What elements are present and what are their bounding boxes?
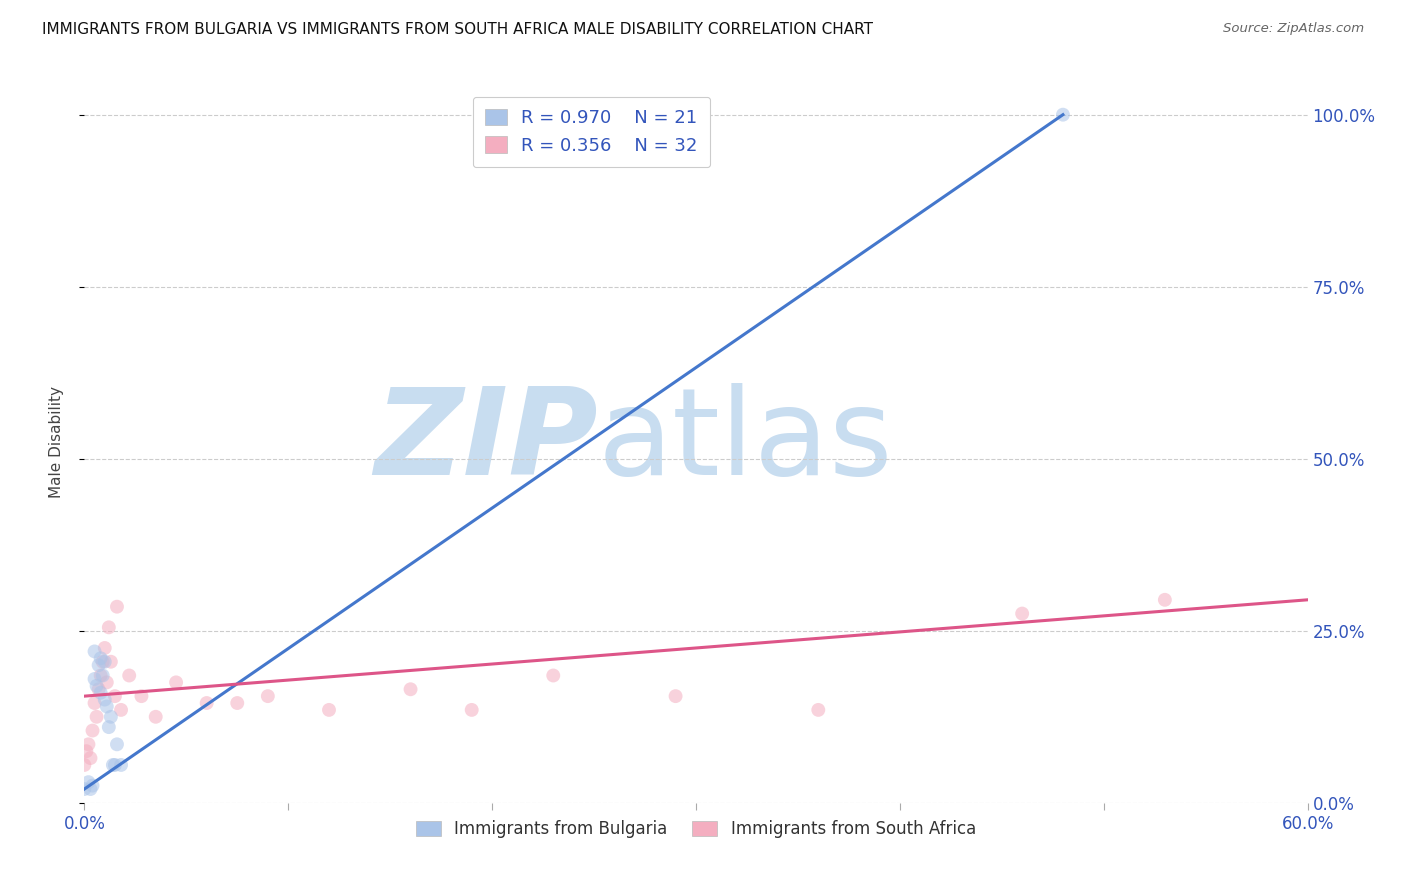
Point xyxy=(104,689,127,703)
Point xyxy=(90,651,112,665)
Point xyxy=(90,668,112,682)
Point xyxy=(100,710,122,724)
Point xyxy=(77,737,100,751)
Point xyxy=(145,710,167,724)
Point xyxy=(105,737,128,751)
Point xyxy=(79,751,101,765)
Point xyxy=(83,672,105,686)
Point xyxy=(807,703,830,717)
Point xyxy=(96,699,118,714)
Point xyxy=(86,710,108,724)
Point xyxy=(87,682,110,697)
Point xyxy=(91,668,114,682)
Point xyxy=(101,758,124,772)
Point xyxy=(165,675,187,690)
Point xyxy=(93,692,115,706)
Point xyxy=(77,775,100,789)
Point xyxy=(73,758,96,772)
Text: ZIP: ZIP xyxy=(374,383,598,500)
Point xyxy=(96,675,118,690)
Point xyxy=(226,696,249,710)
Point xyxy=(1052,108,1074,122)
Point xyxy=(100,655,122,669)
Point xyxy=(97,620,120,634)
Point xyxy=(93,640,115,655)
Point xyxy=(110,703,132,717)
Point xyxy=(105,599,128,614)
Point xyxy=(83,696,105,710)
Point xyxy=(318,703,340,717)
Point xyxy=(195,696,218,710)
Point xyxy=(131,689,153,703)
Point xyxy=(461,703,484,717)
Point xyxy=(75,744,97,758)
Point xyxy=(83,644,105,658)
Text: atlas: atlas xyxy=(598,383,894,500)
Point xyxy=(73,782,96,797)
Point xyxy=(1011,607,1033,621)
Point xyxy=(399,682,422,697)
Point xyxy=(82,723,104,738)
Text: IMMIGRANTS FROM BULGARIA VS IMMIGRANTS FROM SOUTH AFRICA MALE DISABILITY CORRELA: IMMIGRANTS FROM BULGARIA VS IMMIGRANTS F… xyxy=(42,22,873,37)
Point xyxy=(86,679,108,693)
Point xyxy=(543,668,565,682)
Point xyxy=(90,686,112,700)
Point xyxy=(665,689,688,703)
Text: Source: ZipAtlas.com: Source: ZipAtlas.com xyxy=(1223,22,1364,36)
Point xyxy=(110,758,132,772)
Point xyxy=(104,758,127,772)
Y-axis label: Male Disability: Male Disability xyxy=(49,385,63,498)
Point xyxy=(82,779,104,793)
Point xyxy=(97,720,120,734)
Point xyxy=(1154,592,1177,607)
Point xyxy=(91,655,114,669)
Point xyxy=(257,689,280,703)
Point xyxy=(87,658,110,673)
Point xyxy=(93,655,115,669)
Point xyxy=(79,782,101,797)
Point xyxy=(118,668,141,682)
Legend: Immigrants from Bulgaria, Immigrants from South Africa: Immigrants from Bulgaria, Immigrants fro… xyxy=(409,814,983,845)
